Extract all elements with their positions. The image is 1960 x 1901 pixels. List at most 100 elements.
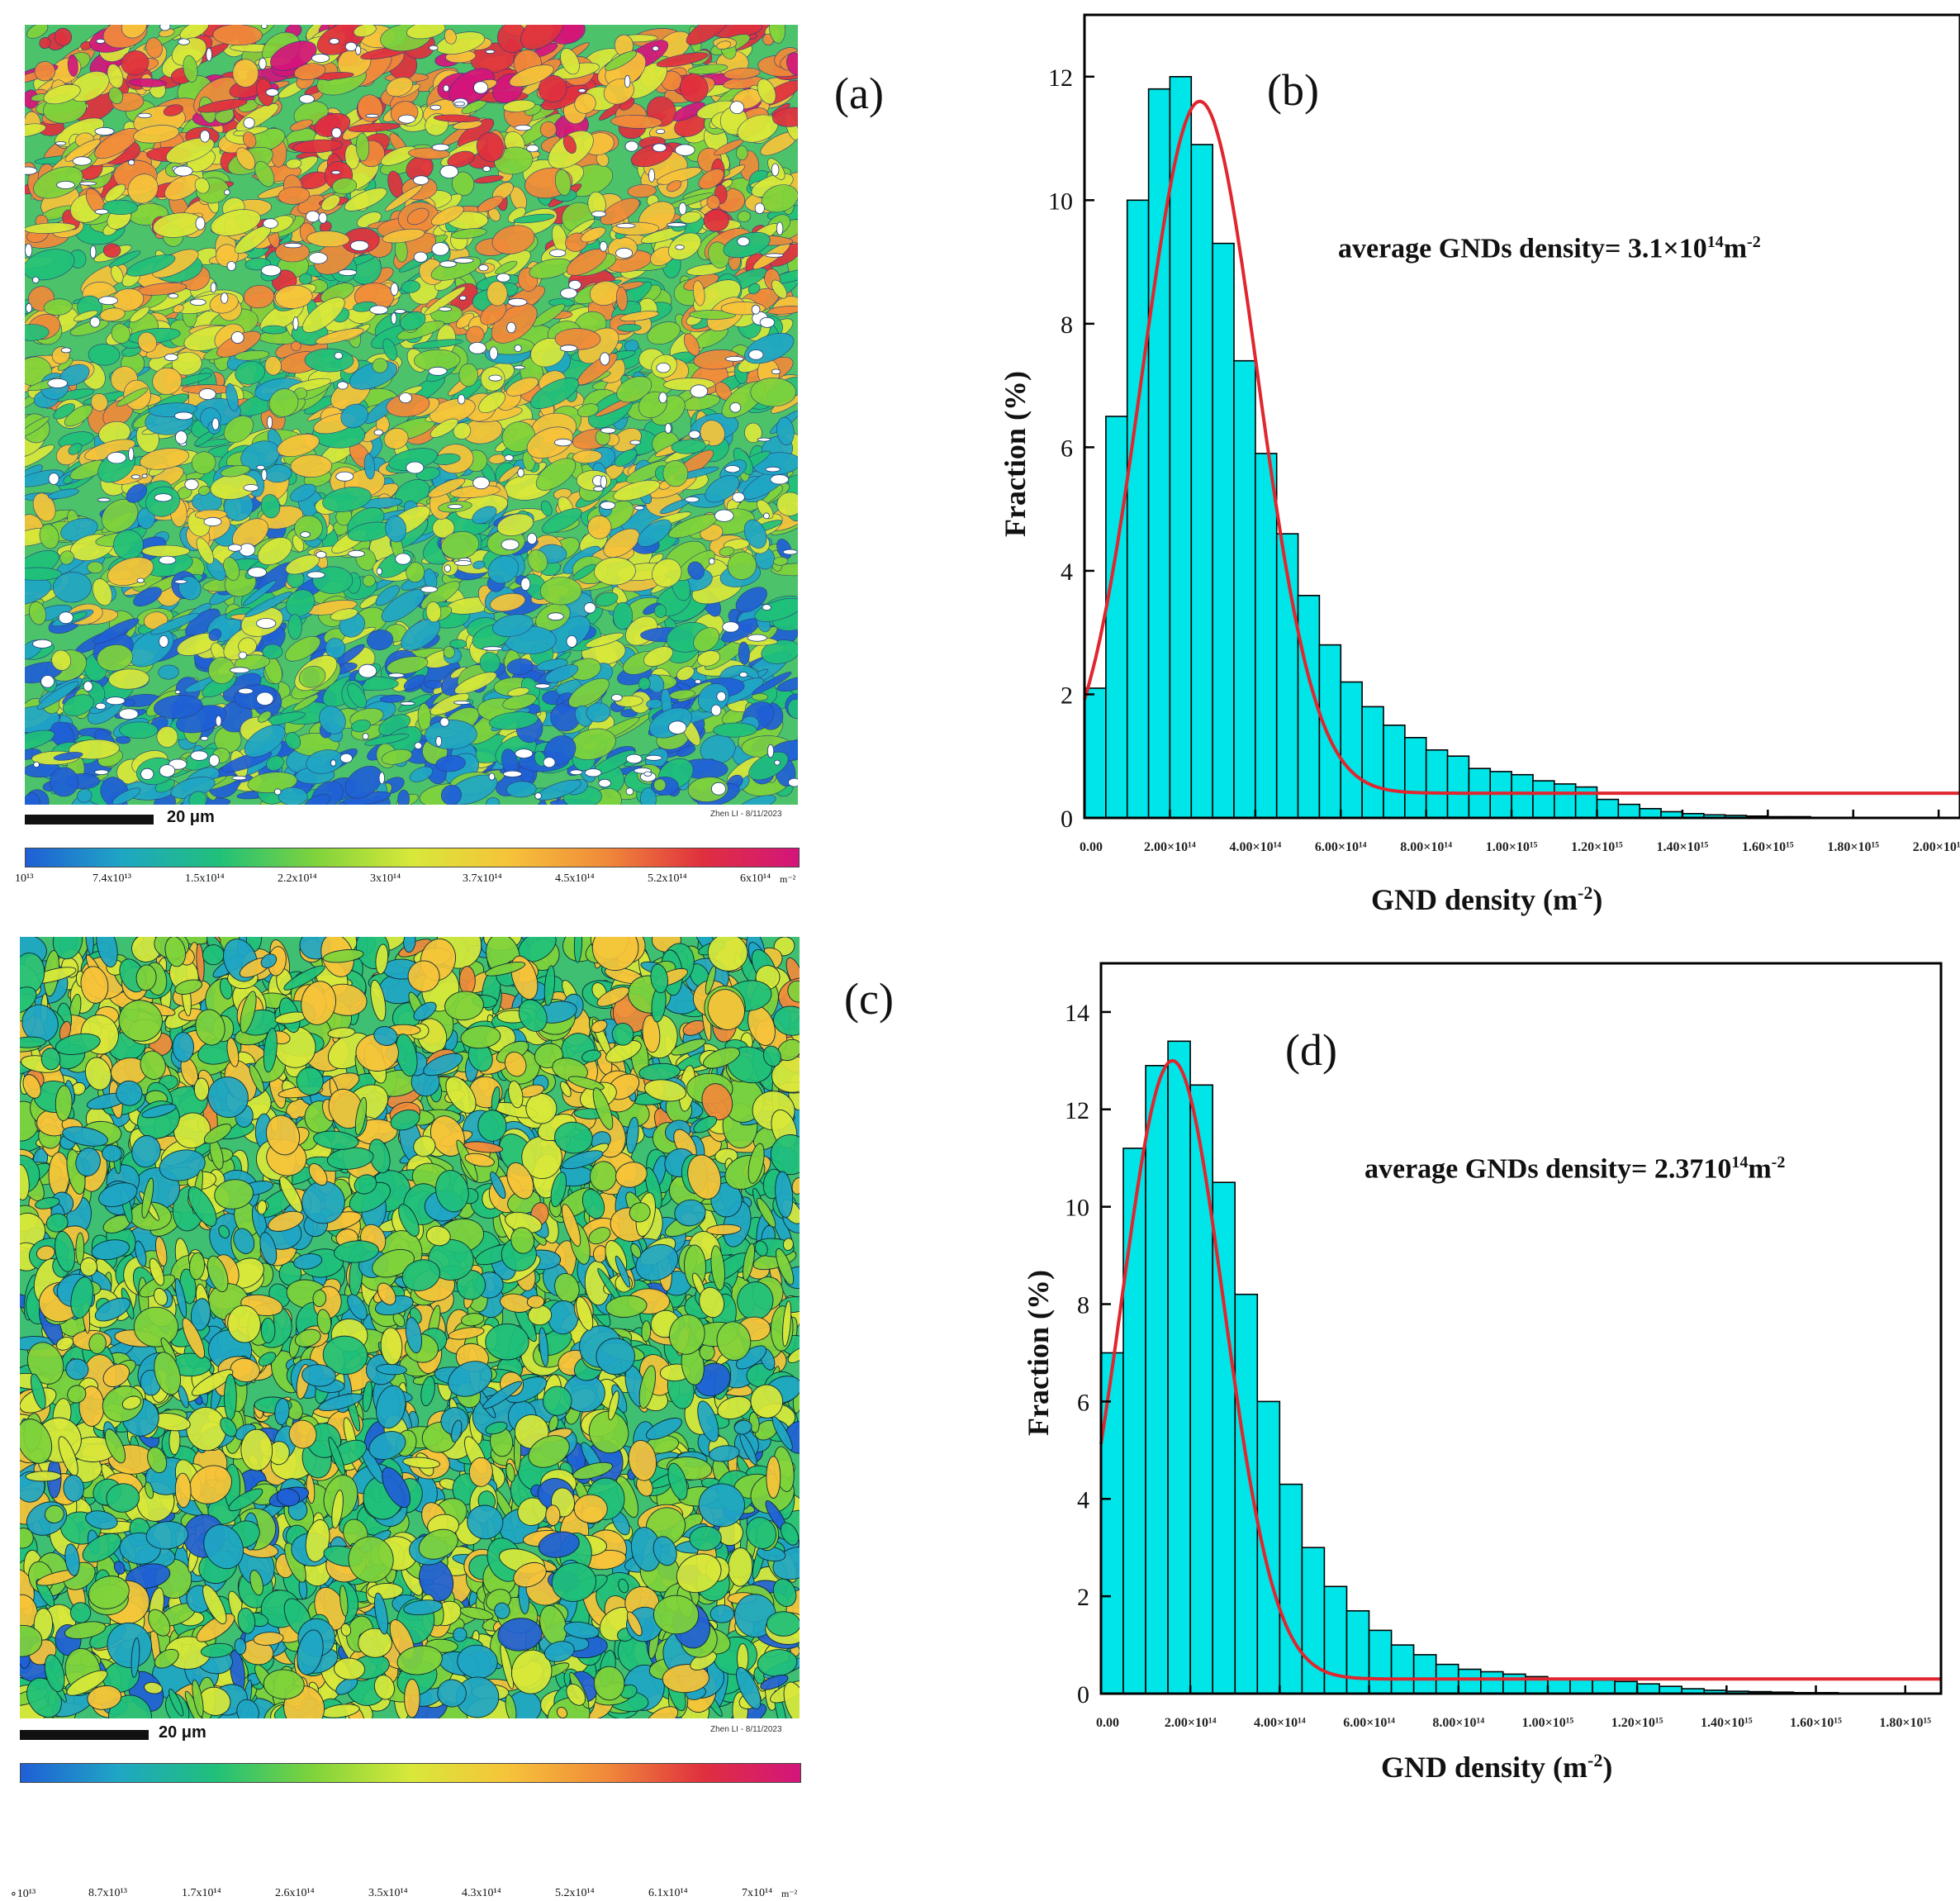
map-unindexed-spot (227, 261, 235, 270)
map-unindexed-spot (257, 692, 273, 706)
map-unindexed-spot (131, 475, 140, 479)
map-unindexed-spot (440, 261, 457, 268)
map-unindexed-spot (358, 664, 377, 677)
map-grain (262, 326, 287, 335)
map-unindexed-spot (527, 145, 539, 152)
map-unindexed-spot (733, 492, 745, 502)
map-unindexed-spot (141, 768, 154, 779)
map-unindexed-spot (261, 265, 281, 276)
gnd-map-a-svg (25, 25, 798, 805)
map-unindexed-spot (626, 788, 634, 795)
map-unindexed-spot (489, 375, 502, 381)
map-unindexed-spot (26, 303, 32, 312)
map-unindexed-spot (307, 572, 325, 578)
map-unindexed-spot (239, 652, 247, 659)
map-unindexed-spot (667, 223, 687, 227)
map-unindexed-spot (501, 539, 519, 550)
map-unindexed-spot (339, 269, 357, 275)
map-grain (425, 680, 443, 688)
map-unindexed-spot (458, 395, 465, 404)
map-unindexed-spot (319, 212, 327, 223)
map-unindexed-spot (473, 477, 490, 489)
map-unindexed-spot (356, 45, 361, 55)
map-unindexed-spot (33, 639, 52, 648)
colorbar-tick-label: 7.4x10¹³ (93, 872, 131, 886)
map-unindexed-spot (216, 715, 221, 726)
map-unindexed-spot (174, 166, 193, 176)
map-unindexed-spot (244, 117, 254, 128)
map-unindexed-spot (717, 691, 726, 701)
map-unindexed-spot (723, 622, 739, 633)
map-unindexed-spot (430, 105, 441, 110)
map-unindexed-spot (600, 476, 606, 488)
map-unindexed-spot (48, 378, 68, 387)
map-unindexed-spot (57, 181, 75, 188)
map-unindexed-spot (274, 789, 281, 795)
map-unindexed-spot (507, 322, 516, 333)
map-unindexed-spot (128, 160, 134, 165)
map-unindexed-spot (97, 39, 105, 43)
map-unindexed-spot (388, 673, 404, 677)
map-unindexed-spot (752, 305, 760, 314)
map-unindexed-spot (330, 39, 339, 45)
map-unindexed-spot (644, 772, 652, 776)
map-unindexed-spot (420, 587, 437, 593)
map-unindexed-spot (515, 749, 533, 758)
map-unindexed-spot (160, 25, 170, 31)
map-unindexed-spot (257, 619, 276, 629)
map-unindexed-spot (293, 317, 298, 330)
map-unindexed-spot (514, 366, 524, 369)
map-unindexed-spot (59, 612, 73, 624)
map-unindexed-spot (332, 128, 341, 138)
map-unindexed-spot (191, 751, 208, 761)
map-unindexed-spot (185, 479, 198, 490)
colorbar-tick-label: 6x10¹⁴ (740, 872, 771, 886)
map-grain (288, 615, 302, 639)
map-unindexed-spot (444, 85, 449, 92)
map-unindexed-spot (585, 769, 601, 777)
map-unindexed-spot (767, 744, 773, 758)
map-unindexed-spot (630, 440, 641, 444)
map-unindexed-spot (459, 296, 466, 300)
map-unindexed-spot (659, 392, 667, 403)
map-unindexed-spot (374, 430, 383, 435)
map-unindexed-spot (448, 505, 463, 509)
map-unindexed-spot (686, 497, 700, 502)
colorbar-tick-label: 10¹³ (15, 872, 33, 886)
map-unindexed-spot (350, 240, 368, 250)
map-unindexed-spot (415, 743, 422, 749)
colorbar-tick-label: 4.5x10¹⁴ (555, 872, 595, 886)
map-unindexed-spot (653, 46, 659, 51)
map-unindexed-spot (738, 237, 750, 246)
map-unindexed-spot (747, 634, 766, 641)
map-unindexed-spot (95, 770, 108, 775)
map-unindexed-spot (757, 438, 771, 441)
colorbar-tick-label: 5.2x10¹⁴ (648, 872, 687, 886)
map-unindexed-spot (413, 176, 429, 185)
map-unindexed-spot (168, 293, 178, 298)
map-unindexed-spot (248, 568, 267, 577)
gnd-map-c-image (20, 937, 800, 1718)
map-unindexed-spot (436, 736, 442, 746)
map-unindexed-spot (775, 760, 781, 765)
map-unindexed-spot (515, 125, 531, 131)
map-grain (704, 209, 729, 231)
map-unindexed-spot (228, 544, 241, 552)
map-unindexed-spot (616, 248, 633, 258)
map-unindexed-spot (648, 169, 654, 183)
map-grain (294, 516, 322, 541)
map-unindexed-spot (483, 166, 491, 172)
map-unindexed-spot (259, 58, 267, 69)
map-unindexed-spot (600, 428, 615, 434)
map-unindexed-spot (730, 102, 744, 114)
map-unindexed-spot (97, 498, 110, 501)
scalebar-a-label: 20 μm (167, 808, 215, 827)
map-unindexed-spot (83, 682, 93, 691)
map-unindexed-spot (73, 157, 91, 165)
map-unindexed-spot (515, 345, 521, 352)
map-unindexed-spot (496, 273, 510, 282)
map-unindexed-spot (548, 613, 563, 620)
map-unindexed-spot (309, 253, 327, 264)
map-unindexed-spot (749, 350, 763, 360)
map-unindexed-spot (508, 298, 527, 306)
